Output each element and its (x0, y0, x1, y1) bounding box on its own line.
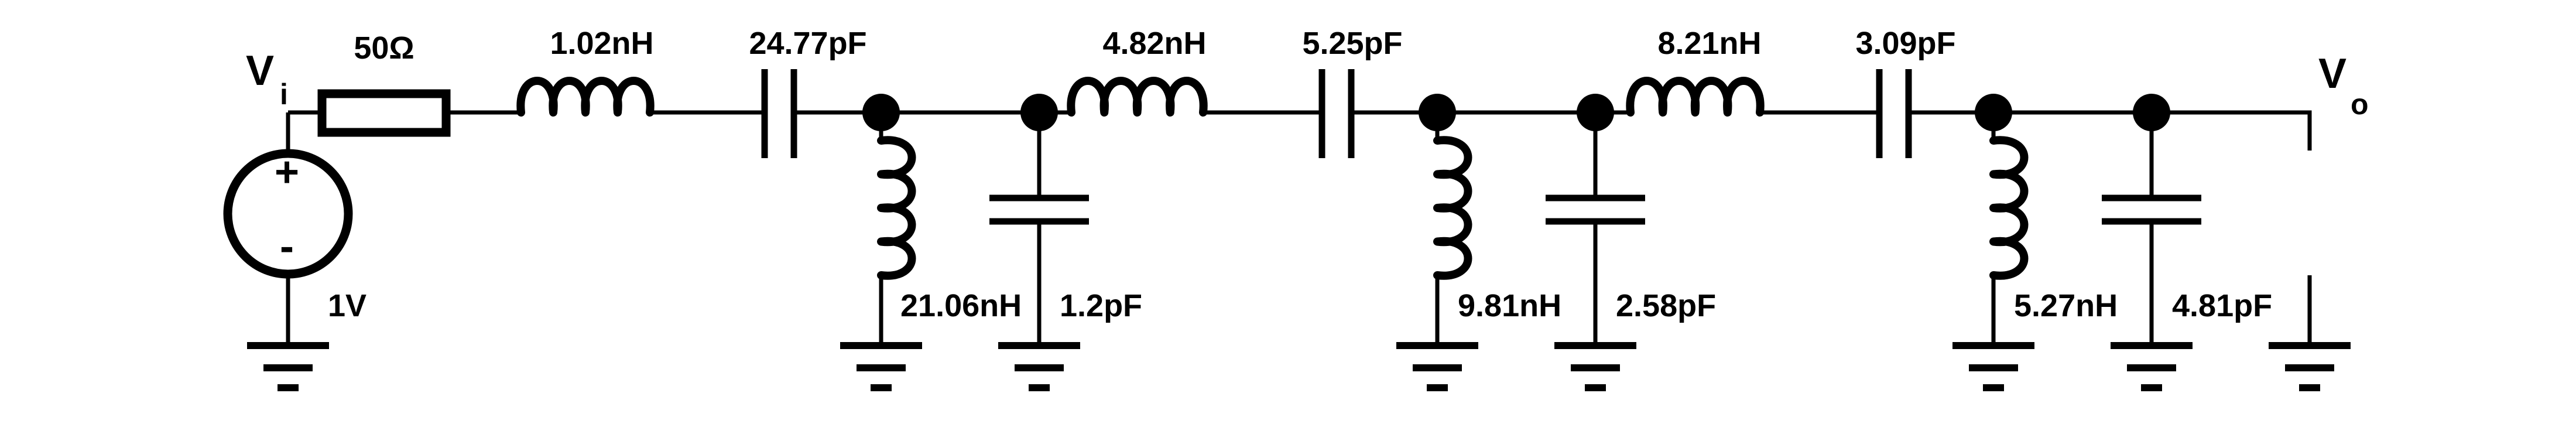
series-capacitor-1 (761, 69, 797, 158)
main-wire-8 (1909, 110, 2312, 151)
series-capacitor-3 (1876, 69, 1912, 158)
ground-icon (1952, 342, 2034, 391)
ground-icon (998, 342, 1080, 391)
shunt-capacitor-3-label: 4.81pF (2172, 288, 2272, 323)
ground-icon (2269, 342, 2351, 391)
source-value-label: 1V (328, 288, 366, 323)
shunt-capacitor-2-label: 2.58pF (1616, 288, 1716, 323)
series-capacitor-3-label: 3.09pF (1855, 26, 1955, 61)
ground-icon (1554, 342, 1636, 391)
shunt-capacitor-2 (1546, 112, 1645, 346)
shunt-inductor-1 (877, 136, 916, 280)
ground-icon (1396, 342, 1478, 391)
shunt-inductor-2 (1433, 136, 1472, 280)
voltage-source (223, 112, 353, 346)
input-voltage-subscript: i (280, 78, 288, 111)
series-capacitor-2-label: 5.25pF (1302, 26, 1402, 61)
series-inductor-1 (516, 77, 655, 117)
series-capacitor-1-label: 24.77pF (749, 26, 866, 61)
resistor (317, 89, 451, 137)
shunt-capacitor-1-label: 1.2pF (1060, 288, 1142, 323)
shunt-capacitor-1 (989, 112, 1089, 346)
output-voltage-label: V (2318, 50, 2347, 97)
shunt-capacitor-3 (2102, 112, 2201, 346)
shunt-inductor-3 (1989, 136, 2029, 280)
ground-icon (840, 342, 922, 391)
resistor-value-label: 50Ω (354, 30, 414, 66)
source-minus-sign: - (280, 223, 294, 270)
ground-icon (247, 342, 329, 391)
series-capacitor-2 (1318, 69, 1355, 158)
shunt-inductor-3-label: 5.27nH (2014, 288, 2118, 323)
ground-icon (2111, 342, 2193, 391)
shunt-inductor-1-label: 21.06nH (900, 288, 1022, 323)
series-inductor-1-label: 1.02nH (550, 26, 653, 61)
shunt-inductor-2-label: 9.81nH (1458, 288, 1561, 323)
series-inductor-2-label: 4.82nH (1102, 26, 1206, 61)
input-voltage-label: V (246, 47, 274, 94)
source-plus-sign: + (275, 149, 299, 196)
series-inductor-2 (1067, 77, 1208, 117)
series-inductor-3 (1626, 77, 1765, 117)
series-inductor-3-label: 8.21nH (1657, 26, 1761, 61)
output-voltage-subscript: o (2351, 88, 2369, 121)
